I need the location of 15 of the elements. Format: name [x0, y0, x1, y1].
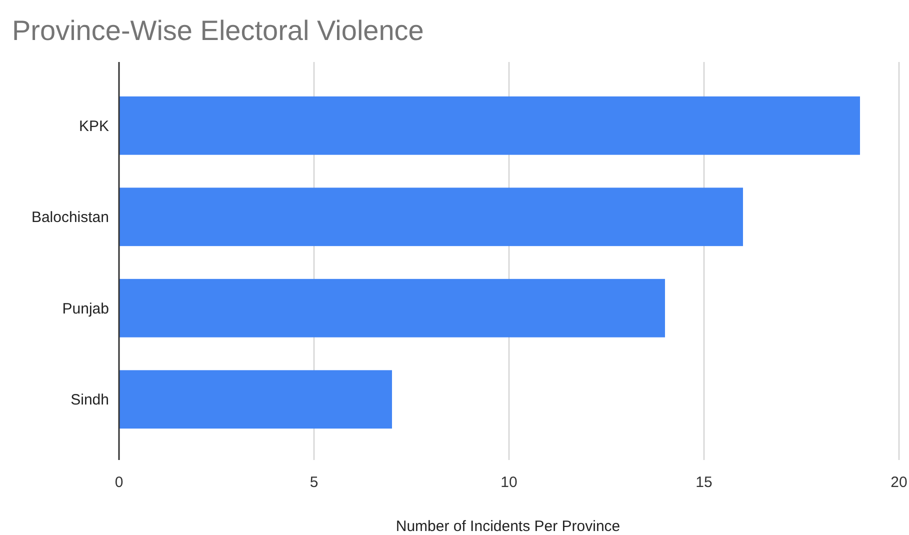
bar [119, 188, 743, 246]
chart-title: Province-Wise Electoral Violence [12, 15, 424, 46]
bar [119, 96, 860, 155]
bar [119, 370, 392, 429]
bar [119, 278, 665, 338]
y-tick-label: KPK [78, 118, 109, 135]
y-tick-label: Balochistan [31, 209, 109, 226]
x-axis-title: Number of Incidents Per Province [396, 518, 620, 535]
x-tick-label: 20 [890, 474, 908, 491]
x-tick-label: 15 [696, 474, 712, 491]
x-tick-label: 0 [114, 474, 124, 491]
y-tick-label: Punjab [62, 300, 109, 318]
x-tick-label: 10 [500, 474, 518, 491]
x-tick-label: 5 [310, 474, 318, 491]
y-tick-label: Sindh [70, 392, 109, 409]
